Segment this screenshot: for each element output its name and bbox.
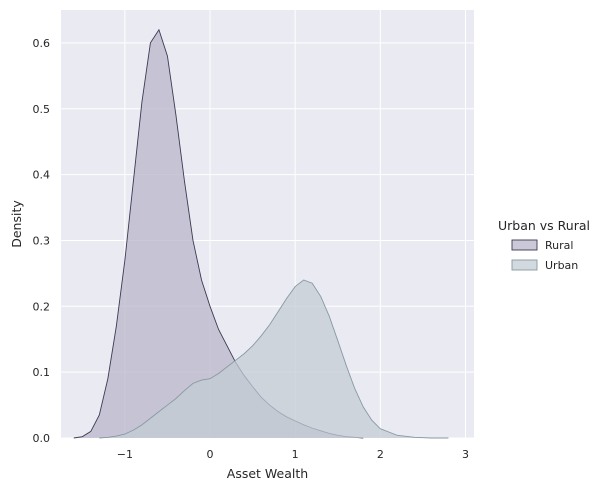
x-tick-label: −1	[117, 448, 133, 461]
density-line-urban	[99, 279, 449, 439]
x-axis-ticks: −1 0 1 2 3	[117, 448, 469, 461]
density-area-rural	[73, 29, 364, 438]
y-tick-label: 0.1	[33, 366, 51, 379]
y-tick-label: 0.6	[33, 37, 51, 50]
legend-swatch-urban	[511, 259, 538, 271]
x-tick-label: 0	[207, 448, 214, 461]
legend-title: Urban vs Rural	[498, 218, 590, 233]
x-tick-label: 2	[377, 448, 384, 461]
legend-swatch-rural	[511, 239, 538, 251]
density-area-urban	[99, 279, 449, 438]
legend: Urban vs Rural Rural Urban	[498, 218, 590, 272]
y-axis-ticks: 0.0 0.1 0.2 0.3 0.4 0.5 0.6	[33, 37, 51, 445]
x-tick-label: 1	[292, 448, 299, 461]
y-axis-label: Density	[9, 200, 24, 248]
y-tick-label: 0.3	[33, 234, 51, 247]
density-areas	[73, 28, 449, 439]
y-tick-label: 0.4	[33, 169, 51, 182]
y-tick-label: 0.5	[33, 103, 51, 116]
x-axis-label: Asset Wealth	[227, 466, 308, 481]
y-tick-label: 0.0	[33, 432, 51, 445]
y-tick-label: 0.2	[33, 300, 51, 313]
legend-label-urban: Urban	[545, 259, 578, 272]
legend-label-rural: Rural	[545, 239, 573, 252]
x-tick-label: 3	[462, 448, 469, 461]
